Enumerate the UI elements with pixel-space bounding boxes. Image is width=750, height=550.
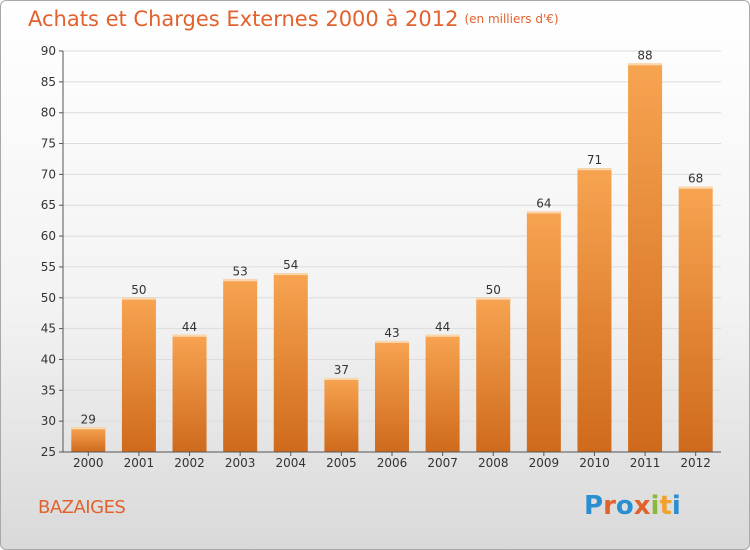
bar-highlight — [526, 211, 561, 214]
bar-2004 — [273, 273, 308, 452]
logo-letter: t — [659, 491, 672, 521]
y-tick-label: 70 — [41, 167, 56, 181]
data-label-2004: 54 — [283, 258, 298, 272]
x-tick-label-2003: 2003 — [225, 456, 256, 470]
y-tick-label: 65 — [41, 198, 56, 212]
y-tick-label: 85 — [41, 75, 56, 89]
data-label-2009: 64 — [536, 196, 551, 210]
x-tick-label-2005: 2005 — [326, 456, 357, 470]
data-label-2011: 88 — [637, 48, 652, 62]
bar-2010 — [577, 168, 612, 452]
bar-highlight — [172, 334, 207, 337]
data-label-2008: 50 — [486, 283, 501, 297]
y-tick-label: 50 — [41, 291, 56, 305]
y-tick-label: 60 — [41, 229, 56, 243]
y-tick-label: 45 — [41, 322, 56, 336]
x-tick-label-2006: 2006 — [377, 456, 408, 470]
y-tick-label: 40 — [41, 352, 56, 366]
data-label-2001: 50 — [131, 283, 146, 297]
x-tick-label-2004: 2004 — [275, 456, 306, 470]
bar-2009 — [526, 211, 561, 452]
x-tick-label-2001: 2001 — [124, 456, 155, 470]
x-tick-label-2000: 2000 — [73, 456, 104, 470]
y-tick-label: 90 — [41, 44, 56, 58]
data-label-2005: 37 — [334, 363, 349, 377]
logo-letter: i — [650, 491, 660, 521]
y-tick-label: 30 — [41, 414, 56, 428]
data-label-2010: 71 — [587, 153, 602, 167]
bar-2006 — [375, 340, 409, 452]
x-tick-label-2009: 2009 — [529, 456, 560, 470]
logo-letter: P — [584, 491, 604, 521]
chart-subtitle: (en milliers d'€) — [464, 12, 559, 26]
data-label-2006: 43 — [384, 326, 399, 340]
data-label-2012: 68 — [688, 172, 703, 186]
x-tick-label-2010: 2010 — [579, 456, 610, 470]
logo-letter: r — [603, 491, 616, 521]
bar-highlight — [577, 168, 612, 171]
y-tick-label: 55 — [41, 260, 56, 274]
y-axis-ticks: 25 30 35 40 45 50 55 60 65 70 75 80 85 90 — [41, 44, 63, 459]
bar-highlight — [273, 273, 308, 276]
chart-title-text: Achats et Charges Externes 2000 à 2012 — [28, 7, 459, 31]
bar-highlight — [223, 279, 258, 282]
bar-2012 — [678, 186, 713, 452]
bar-highlight — [628, 63, 663, 66]
y-tick-label: 80 — [41, 106, 56, 120]
commune-name: BAZAIGES — [38, 497, 126, 518]
bar-highlight — [71, 427, 106, 430]
bar-highlight — [121, 297, 156, 300]
x-axis-ticks: 2000 2001 2002 2003 2004 2005 2006 2007 2008 2009… — [73, 452, 711, 470]
bar-series: 29 50 44 53 54 37 43 44 50 64 71 88 68 — [71, 48, 713, 452]
bar-2008 — [476, 297, 511, 452]
bar-2001 — [121, 297, 156, 452]
data-label-2002: 44 — [182, 320, 197, 334]
bar-2005 — [324, 377, 359, 452]
x-tick-label-2002: 2002 — [174, 456, 205, 470]
proxiti-logo: Proxiti — [584, 491, 681, 521]
data-label-2000: 29 — [81, 412, 96, 426]
bar-2011 — [628, 63, 663, 452]
chart-title: Achats et Charges Externes 2000 à 2012 (e… — [28, 7, 559, 31]
bar-2007 — [425, 334, 460, 452]
logo-letter: o — [615, 491, 634, 521]
bar-highlight — [375, 340, 409, 343]
logo-letter: x — [633, 491, 651, 521]
bar-2002 — [172, 334, 207, 452]
bar-2000 — [71, 427, 106, 452]
bar-2003 — [223, 279, 258, 452]
y-tick-label: 35 — [41, 383, 56, 397]
data-label-2003: 53 — [233, 264, 248, 278]
y-tick-label: 75 — [41, 137, 56, 151]
y-tick-label: 25 — [41, 445, 56, 459]
data-label-2007: 44 — [435, 320, 450, 334]
x-tick-label-2012: 2012 — [680, 456, 711, 470]
x-tick-label-2011: 2011 — [630, 456, 661, 470]
bar-highlight — [476, 297, 511, 300]
bar-highlight — [324, 377, 359, 380]
bar-highlight — [678, 186, 713, 189]
bar-highlight — [425, 334, 460, 337]
logo-letter: i — [671, 491, 681, 521]
x-tick-label-2007: 2007 — [427, 456, 458, 470]
x-tick-label-2008: 2008 — [478, 456, 509, 470]
